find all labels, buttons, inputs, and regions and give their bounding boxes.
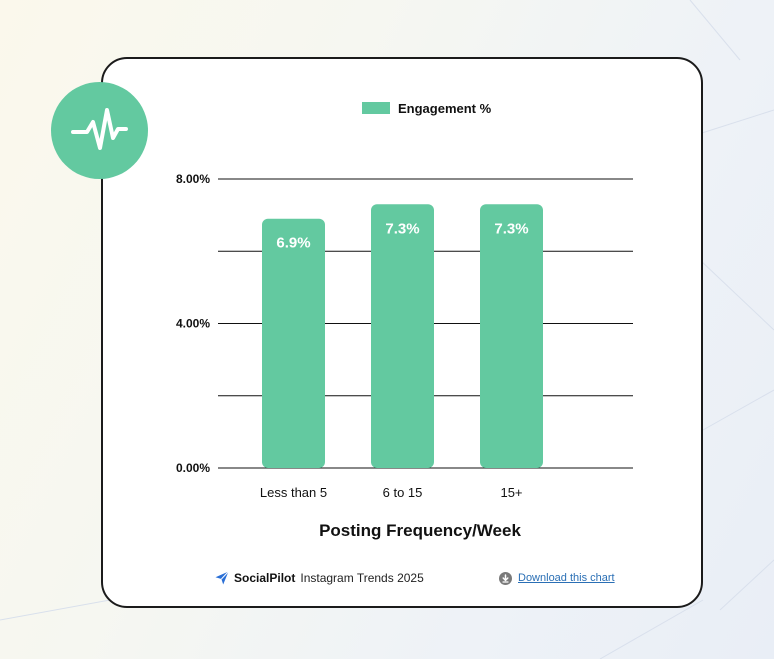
download-chart-button[interactable]: Download this chart	[518, 572, 615, 584]
bar	[262, 218, 325, 468]
y-tick-label: 0.00%	[176, 461, 210, 475]
bar-data-label: 7.3%	[494, 220, 528, 237]
legend-swatch	[362, 102, 390, 114]
x-tick-label: 6 to 15	[383, 485, 423, 500]
source-text: Instagram Trends 2025	[300, 571, 424, 585]
bar-data-label: 7.3%	[385, 220, 419, 237]
legend-label: Engagement %	[398, 100, 492, 116]
source-credit: SocialPilot Instagram Trends 2025	[214, 569, 424, 587]
y-tick-label: 4.00%	[176, 317, 210, 331]
download-icon[interactable]	[499, 571, 512, 585]
bar-data-label: 6.9%	[276, 235, 310, 252]
bar	[371, 204, 434, 468]
brand-name: SocialPilot	[234, 571, 296, 585]
y-tick-label: 8.00%	[176, 172, 210, 186]
x-axis-label: Posting Frequency/Week	[319, 521, 521, 540]
x-tick-label: 15+	[500, 485, 522, 500]
send-arrow-icon	[215, 571, 229, 585]
download-chart-link[interactable]: Download this chart	[499, 569, 615, 587]
pulse-icon	[71, 108, 128, 150]
x-tick-label: Less than 5	[260, 485, 327, 500]
pulse-badge	[51, 82, 148, 179]
bar	[480, 204, 543, 468]
legend: Engagement %	[362, 100, 491, 116]
